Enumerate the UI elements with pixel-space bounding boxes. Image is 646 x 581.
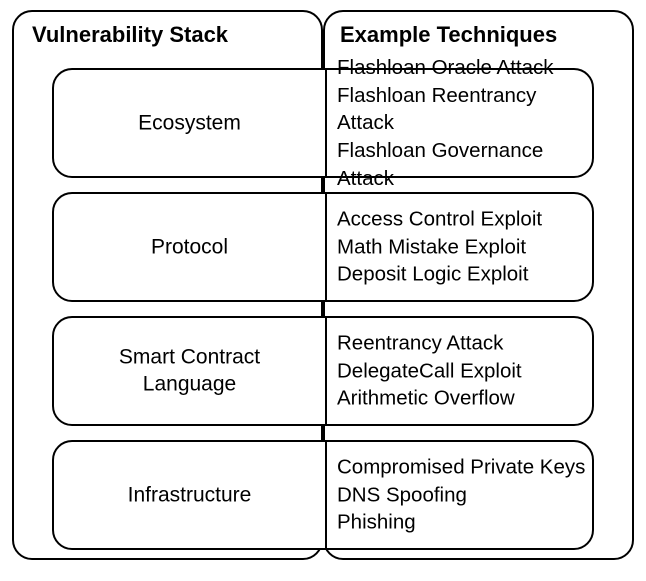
technique-item: Math Mistake Exploit [337,233,542,261]
technique-item: Reentrancy Attack [337,329,522,357]
layer-row: Infrastructure Compromised Private KeysDN… [52,440,594,550]
technique-list: Flashloan Oracle AttackFlashloan Reentra… [337,54,592,192]
technique-item: DNS Spoofing [337,481,585,509]
technique-list: Reentrancy AttackDelegateCall ExploitAri… [337,329,522,412]
technique-item: Flashloan Oracle Attack [337,54,592,82]
technique-item: DelegateCall Exploit [337,357,522,385]
technique-item: Compromised Private Keys [337,453,585,481]
technique-item: Phishing [337,509,585,537]
technique-list: Access Control ExploitMath Mistake Explo… [337,205,542,288]
layer-name: Infrastructure [54,481,325,508]
technique-item: Flashloan Reentrancy Attack [337,81,592,136]
row-divider [325,318,327,424]
technique-item: Flashloan Governance Attack [337,137,592,192]
layer-name: Protocol [54,233,325,260]
layer-name: Ecosystem [54,109,325,136]
layer-row: EcosystemFlashloan Oracle AttackFlashloa… [52,68,594,178]
row-divider [325,70,327,176]
technique-item: Arithmetic Overflow [337,385,522,413]
layer-name: Smart ContractLanguage [54,344,325,399]
row-divider [325,194,327,300]
technique-item: Access Control Exploit [337,205,542,233]
header-left: Vulnerability Stack [32,22,228,48]
technique-list: Compromised Private KeysDNS SpoofingPhis… [337,453,585,536]
header-right: Example Techniques [340,22,557,48]
layer-row: Smart ContractLanguageReentrancy AttackD… [52,316,594,426]
row-divider [325,442,327,548]
layer-row: Protocol Access Control ExploitMath Mista… [52,192,594,302]
diagram-container: Vulnerability Stack Example Techniques E… [12,10,634,560]
technique-item: Deposit Logic Exploit [337,261,542,289]
